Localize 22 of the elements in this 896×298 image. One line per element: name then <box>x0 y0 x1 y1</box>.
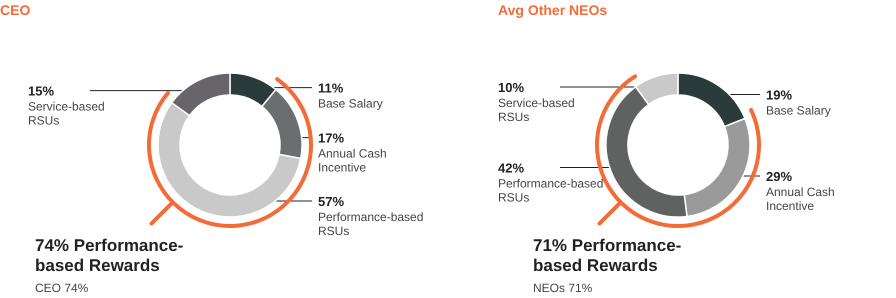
data-label: 10% <box>498 80 524 95</box>
data-label: 11% <box>318 80 344 96</box>
chart-title: CEO <box>0 2 30 18</box>
text: CEO 74% <box>35 281 88 295</box>
data-label: 19% <box>766 88 792 103</box>
chart-title: Avg Other NEOs <box>498 2 608 18</box>
slice-label: Performance-based RSUs <box>318 210 424 238</box>
slice-label: Annual Cash Incentive <box>318 146 387 175</box>
text: NEOs 71% <box>533 281 592 295</box>
data-label: 17% <box>318 130 344 146</box>
slice-label: Annual Cash Incentive <box>766 185 835 214</box>
text: 71% Performance-based Rewards <box>533 236 682 276</box>
slice-label: Performance-based RSUs <box>498 176 604 204</box>
data-label: 42% <box>498 160 524 176</box>
text: 74% Performance-based Rewards <box>35 236 184 276</box>
data-label: 15% <box>28 84 54 99</box>
slice-label: Service-based RSUs <box>498 96 575 124</box>
slice-label: Base Salary <box>766 104 831 118</box>
slice-label: Service-based RSUs <box>28 100 105 128</box>
data-label: 57% <box>318 194 344 209</box>
slice-label: Base Salary <box>318 96 383 111</box>
data-label: 29% <box>766 169 792 184</box>
